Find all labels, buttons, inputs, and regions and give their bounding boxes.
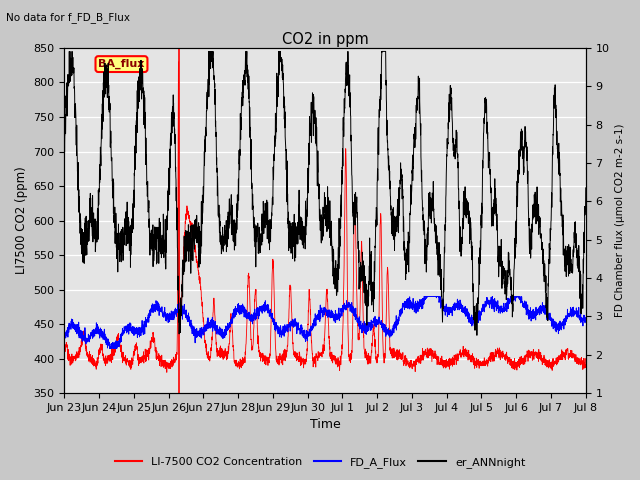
er_ANNnight (260, 218, 268, 224)
er_ANNnight (120, 242, 128, 248)
FD_A_Flux (106, 346, 113, 351)
LI-7500 CO2 Concentration (582, 361, 589, 367)
er_ANNnight (516, 147, 524, 153)
Legend: LI-7500 CO2 Concentration, FD_A_Flux, er_ANNnight: LI-7500 CO2 Concentration, FD_A_Flux, er… (110, 452, 530, 472)
Line: er_ANNnight: er_ANNnight (65, 51, 586, 336)
Y-axis label: LI7500 CO2 (ppm): LI7500 CO2 (ppm) (15, 167, 28, 275)
X-axis label: Time: Time (310, 419, 340, 432)
er_ANNnight (151, 236, 159, 242)
LI-7500 CO2 Concentration (572, 352, 580, 358)
FD_A_Flux (516, 296, 524, 302)
FD_A_Flux (260, 300, 268, 305)
FD_A_Flux (572, 311, 580, 317)
FD_A_Flux (61, 329, 68, 335)
FD_A_Flux (420, 294, 428, 300)
FD_A_Flux (120, 330, 128, 336)
LI-7500 CO2 Concentration (151, 342, 159, 348)
LI-7500 CO2 Concentration (284, 343, 291, 348)
er_ANNnight (65, 48, 73, 54)
LI-7500 CO2 Concentration (261, 356, 269, 362)
FD_A_Flux (582, 315, 589, 321)
er_ANNnight (61, 123, 68, 129)
LI-7500 CO2 Concentration (163, 370, 171, 375)
Y-axis label: FD Chamber flux (μmol CO2 m-2 s-1): FD Chamber flux (μmol CO2 m-2 s-1) (615, 124, 625, 317)
Line: LI-7500 CO2 Concentration: LI-7500 CO2 Concentration (65, 62, 586, 372)
er_ANNnight (473, 333, 481, 338)
Text: No data for f_FD_B_Flux: No data for f_FD_B_Flux (6, 12, 131, 23)
Title: CO2 in ppm: CO2 in ppm (282, 32, 369, 47)
LI-7500 CO2 Concentration (120, 357, 128, 362)
er_ANNnight (582, 185, 589, 191)
Text: BA_flux: BA_flux (99, 59, 145, 69)
er_ANNnight (572, 245, 580, 251)
er_ANNnight (284, 186, 291, 192)
FD_A_Flux (151, 302, 159, 308)
FD_A_Flux (284, 322, 291, 327)
LI-7500 CO2 Concentration (175, 59, 182, 65)
LI-7500 CO2 Concentration (61, 346, 68, 352)
Line: FD_A_Flux: FD_A_Flux (65, 297, 586, 348)
LI-7500 CO2 Concentration (516, 359, 524, 365)
